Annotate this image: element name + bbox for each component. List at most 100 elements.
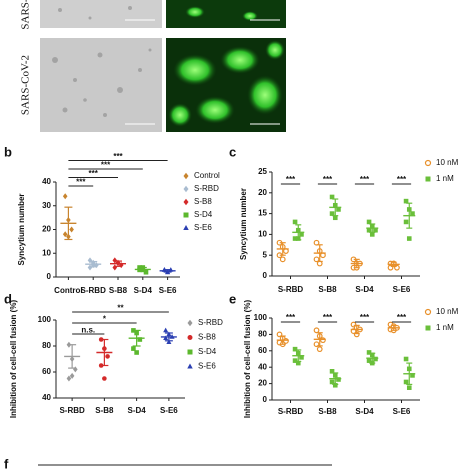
data-point: [366, 350, 372, 355]
y-tick-label: 40: [42, 177, 51, 186]
image-label: SARS-CoV-2: [20, 55, 32, 115]
y-tick-label: 20: [258, 379, 267, 388]
significance-label: ***: [360, 313, 370, 322]
data-point: [373, 227, 378, 233]
legend-label: S-D4: [198, 347, 217, 356]
legend-marker: [187, 363, 193, 369]
data-point: [406, 236, 412, 241]
data-point: [403, 356, 409, 362]
data-point: [292, 346, 298, 352]
y-tick-label: 100: [254, 313, 268, 322]
significance-label: *: [103, 315, 107, 324]
data-point: [87, 264, 93, 271]
legend-marker: [425, 176, 431, 182]
data-point: [336, 207, 341, 212]
x-tick-label: S-B8: [109, 286, 128, 295]
significance-label: n.s.: [81, 326, 95, 335]
legend-marker: [183, 198, 189, 206]
y-tick-label: 100: [38, 315, 52, 324]
x-tick-label: S-D4: [128, 406, 147, 415]
data-point: [373, 356, 378, 362]
y-axis-label: Syncytium number: [17, 193, 26, 265]
data-point: [163, 327, 169, 333]
significance-label: ***: [286, 175, 296, 184]
legend-marker: [183, 212, 189, 218]
legend-label: S-B8: [194, 197, 212, 206]
cell-texture: [52, 6, 152, 117]
data-point: [366, 358, 372, 363]
x-tick-label: S-E6: [159, 286, 177, 295]
panel-label: b: [4, 144, 12, 159]
legend-marker: [424, 159, 432, 167]
x-tick-label: S-RBD: [278, 285, 304, 294]
y-axis-label: Inhibition of cell-cell fusion (%): [243, 300, 252, 419]
legend-marker: [187, 335, 193, 340]
legend-label: 1 nM: [436, 174, 454, 183]
legend-marker: [424, 308, 432, 316]
y-tick-label: 60: [42, 367, 51, 376]
data-point: [313, 239, 320, 246]
data-point: [163, 335, 169, 341]
legend-label: 1 nM: [436, 323, 454, 332]
y-tick-label: 10: [258, 230, 267, 239]
significance-label: ***: [113, 152, 123, 161]
data-point: [329, 194, 335, 200]
legend-marker: [425, 325, 431, 331]
x-tick-label: S-B8: [95, 406, 114, 415]
y-tick-label: 0: [263, 271, 268, 280]
legend-label: 10 nM: [436, 307, 459, 316]
panel-label: e: [229, 291, 236, 306]
significance-label: ***: [286, 313, 296, 322]
x-tick-label: S-RBD: [278, 407, 304, 416]
significance-label: ***: [323, 175, 333, 184]
data-point: [410, 211, 415, 216]
significance-label: ***: [360, 175, 370, 184]
y-tick-label: 80: [258, 330, 267, 339]
y-tick-label: 0: [47, 272, 52, 281]
data-point: [320, 337, 326, 344]
x-tick-label: S-E6: [393, 407, 411, 416]
legend-marker: [183, 225, 189, 230]
data-point: [332, 215, 338, 221]
y-tick-label: 20: [258, 188, 267, 197]
fluorescence-image: [166, 0, 286, 28]
data-point: [134, 350, 139, 355]
y-tick-label: 40: [258, 362, 267, 371]
x-tick-label: S-E6: [160, 406, 178, 415]
x-tick-label: S-RBD: [81, 286, 107, 295]
micrographs: SARS- SARS-CoV-2: [20, 0, 286, 132]
data-point: [403, 379, 409, 385]
legend-marker: [183, 172, 189, 180]
data-point: [66, 375, 72, 382]
panel-label: c: [229, 144, 236, 159]
legend-label: Control: [194, 171, 220, 180]
significance-label: ***: [397, 175, 407, 184]
brightfield-image: [40, 38, 162, 132]
brightfield-image: [40, 0, 162, 28]
data-point: [299, 355, 304, 360]
x-tick-label: S-B8: [318, 407, 337, 416]
image-label: SARS-: [20, 0, 32, 30]
data-point: [143, 269, 149, 275]
data-point: [332, 382, 338, 388]
data-point: [112, 264, 118, 271]
data-point: [292, 358, 298, 363]
data-point: [73, 366, 78, 373]
x-tick-label: S-D4: [355, 407, 374, 416]
data-point: [329, 369, 335, 374]
data-point: [279, 256, 286, 263]
data-point: [366, 227, 372, 233]
x-tick-label: S-RBD: [59, 406, 85, 415]
data-point: [313, 327, 320, 334]
significance-label: ***: [101, 161, 111, 170]
legend-label: S-E6: [198, 362, 216, 371]
data-point: [62, 231, 68, 238]
legend-label: S-E6: [194, 223, 212, 232]
y-tick-label: 25: [258, 167, 267, 176]
y-tick-label: 15: [258, 209, 267, 218]
data-point: [112, 257, 118, 264]
data-point: [295, 360, 301, 366]
panel-label: d: [4, 291, 12, 306]
data-point: [137, 337, 143, 342]
